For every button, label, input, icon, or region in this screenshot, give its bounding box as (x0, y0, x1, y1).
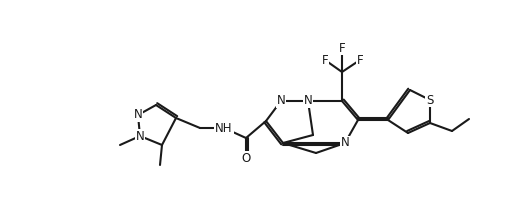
Text: N: N (304, 94, 312, 107)
Text: O: O (241, 151, 251, 164)
Text: F: F (322, 54, 328, 66)
Text: N: N (134, 108, 143, 122)
Text: F: F (339, 41, 346, 54)
Text: S: S (426, 94, 434, 107)
Text: N: N (136, 130, 144, 143)
Text: N: N (277, 94, 285, 107)
Text: N: N (341, 136, 349, 150)
Text: F: F (357, 54, 363, 66)
Text: NH: NH (215, 122, 233, 135)
